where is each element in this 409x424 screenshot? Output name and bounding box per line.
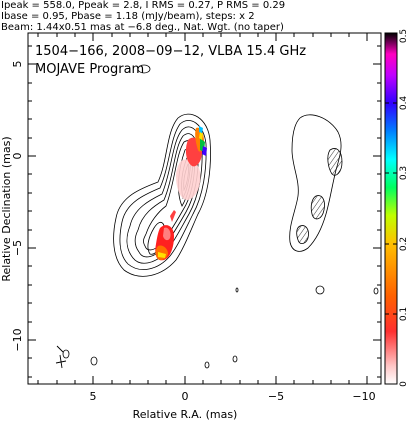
x-tick-label: 5 <box>90 390 97 403</box>
x-axis-label: Relative R.A. (mas) <box>133 408 238 421</box>
header-line-2: Ibase = 0.95, Pbase = 1.18 (mJy/beam), s… <box>1 11 255 22</box>
colorbar-tick-label: 0.4 <box>399 96 409 111</box>
colorbar-tick-label: 0.2 <box>399 237 409 251</box>
noise-contours <box>55 64 379 369</box>
y-tick-label: 5 <box>11 61 24 68</box>
y-tick-label: 0 <box>11 153 24 160</box>
colorbar-ticks <box>385 102 397 315</box>
polarization-hatching <box>296 148 342 244</box>
plot-subtitle: MOJAVE Program <box>35 62 144 77</box>
colorbar <box>384 32 398 385</box>
header-line-3: Beam: 1.44x0.51 mas at −6.8 deg., Nat. W… <box>1 22 284 33</box>
y-axis-label: Relative Declination (mas) <box>0 136 13 281</box>
colorbar-tick-label: 0.3 <box>399 166 409 180</box>
x-tick-label: −10 <box>352 390 375 403</box>
y-tick-label: −10 <box>11 328 24 351</box>
colorbar-tick-label: 0.1 <box>399 307 409 321</box>
x-tick-label: −5 <box>268 390 284 403</box>
axis-ticks <box>28 33 381 384</box>
fractional-polarization-overlay <box>155 126 207 261</box>
plot-title: 1504−166, 2008−09−12, VLBA 15.4 GHz <box>35 44 306 59</box>
colorbar-tick-label: 0.5 <box>399 29 409 43</box>
colorbar-tick-label: 0 <box>399 381 409 387</box>
header-line-1: Ipeak = 558.0, Ppeak = 2.8, I RMS = 0.27… <box>1 0 286 11</box>
y-tick-label: −5 <box>11 240 24 256</box>
plot-frame <box>27 32 382 385</box>
x-tick-label: 0 <box>182 390 189 403</box>
